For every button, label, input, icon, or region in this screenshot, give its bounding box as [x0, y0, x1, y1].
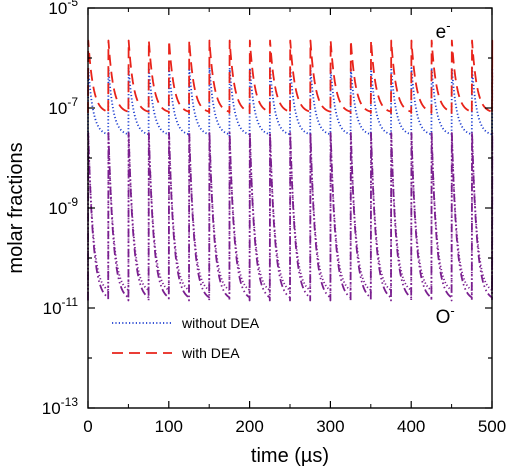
annotations: e- O- — [436, 18, 455, 328]
legend-label: without DEA — [181, 315, 260, 331]
series-line-e_with_dea — [87, 39, 494, 114]
y-tick-label: 10-11 — [43, 295, 79, 318]
y-tick-label: 10-5 — [48, 0, 78, 18]
x-tick-label: 300 — [316, 417, 344, 436]
y-tick-label: 10-13 — [42, 395, 79, 418]
legend-label: with DEA — [181, 345, 240, 361]
x-tick-label: 100 — [155, 417, 183, 436]
x-tick-label: 400 — [397, 417, 425, 436]
legend: without DEA with DEA — [112, 315, 260, 361]
series-line-o_minus_with_dea — [87, 132, 494, 302]
y-tick-label: 10-9 — [48, 195, 78, 218]
y-tick-label: 10-7 — [48, 95, 78, 118]
axes-layer: 0 100 200 300 400 500 10-13 10-11 10-9 10-7 10-5 — [42, 0, 506, 436]
x-axis-title: time (µs) — [251, 445, 329, 467]
series-line-o_minus_without_dea — [87, 132, 494, 294]
y-axis-title: molar fractions — [5, 142, 27, 273]
species-label: O- — [436, 303, 455, 328]
series-layer — [87, 39, 494, 302]
species-label: e- — [436, 18, 451, 43]
series-line-e_without_dea — [87, 67, 494, 137]
x-tick-label: 200 — [235, 417, 263, 436]
x-tick-label: 500 — [478, 417, 506, 436]
x-tick-label: 0 — [83, 417, 92, 436]
